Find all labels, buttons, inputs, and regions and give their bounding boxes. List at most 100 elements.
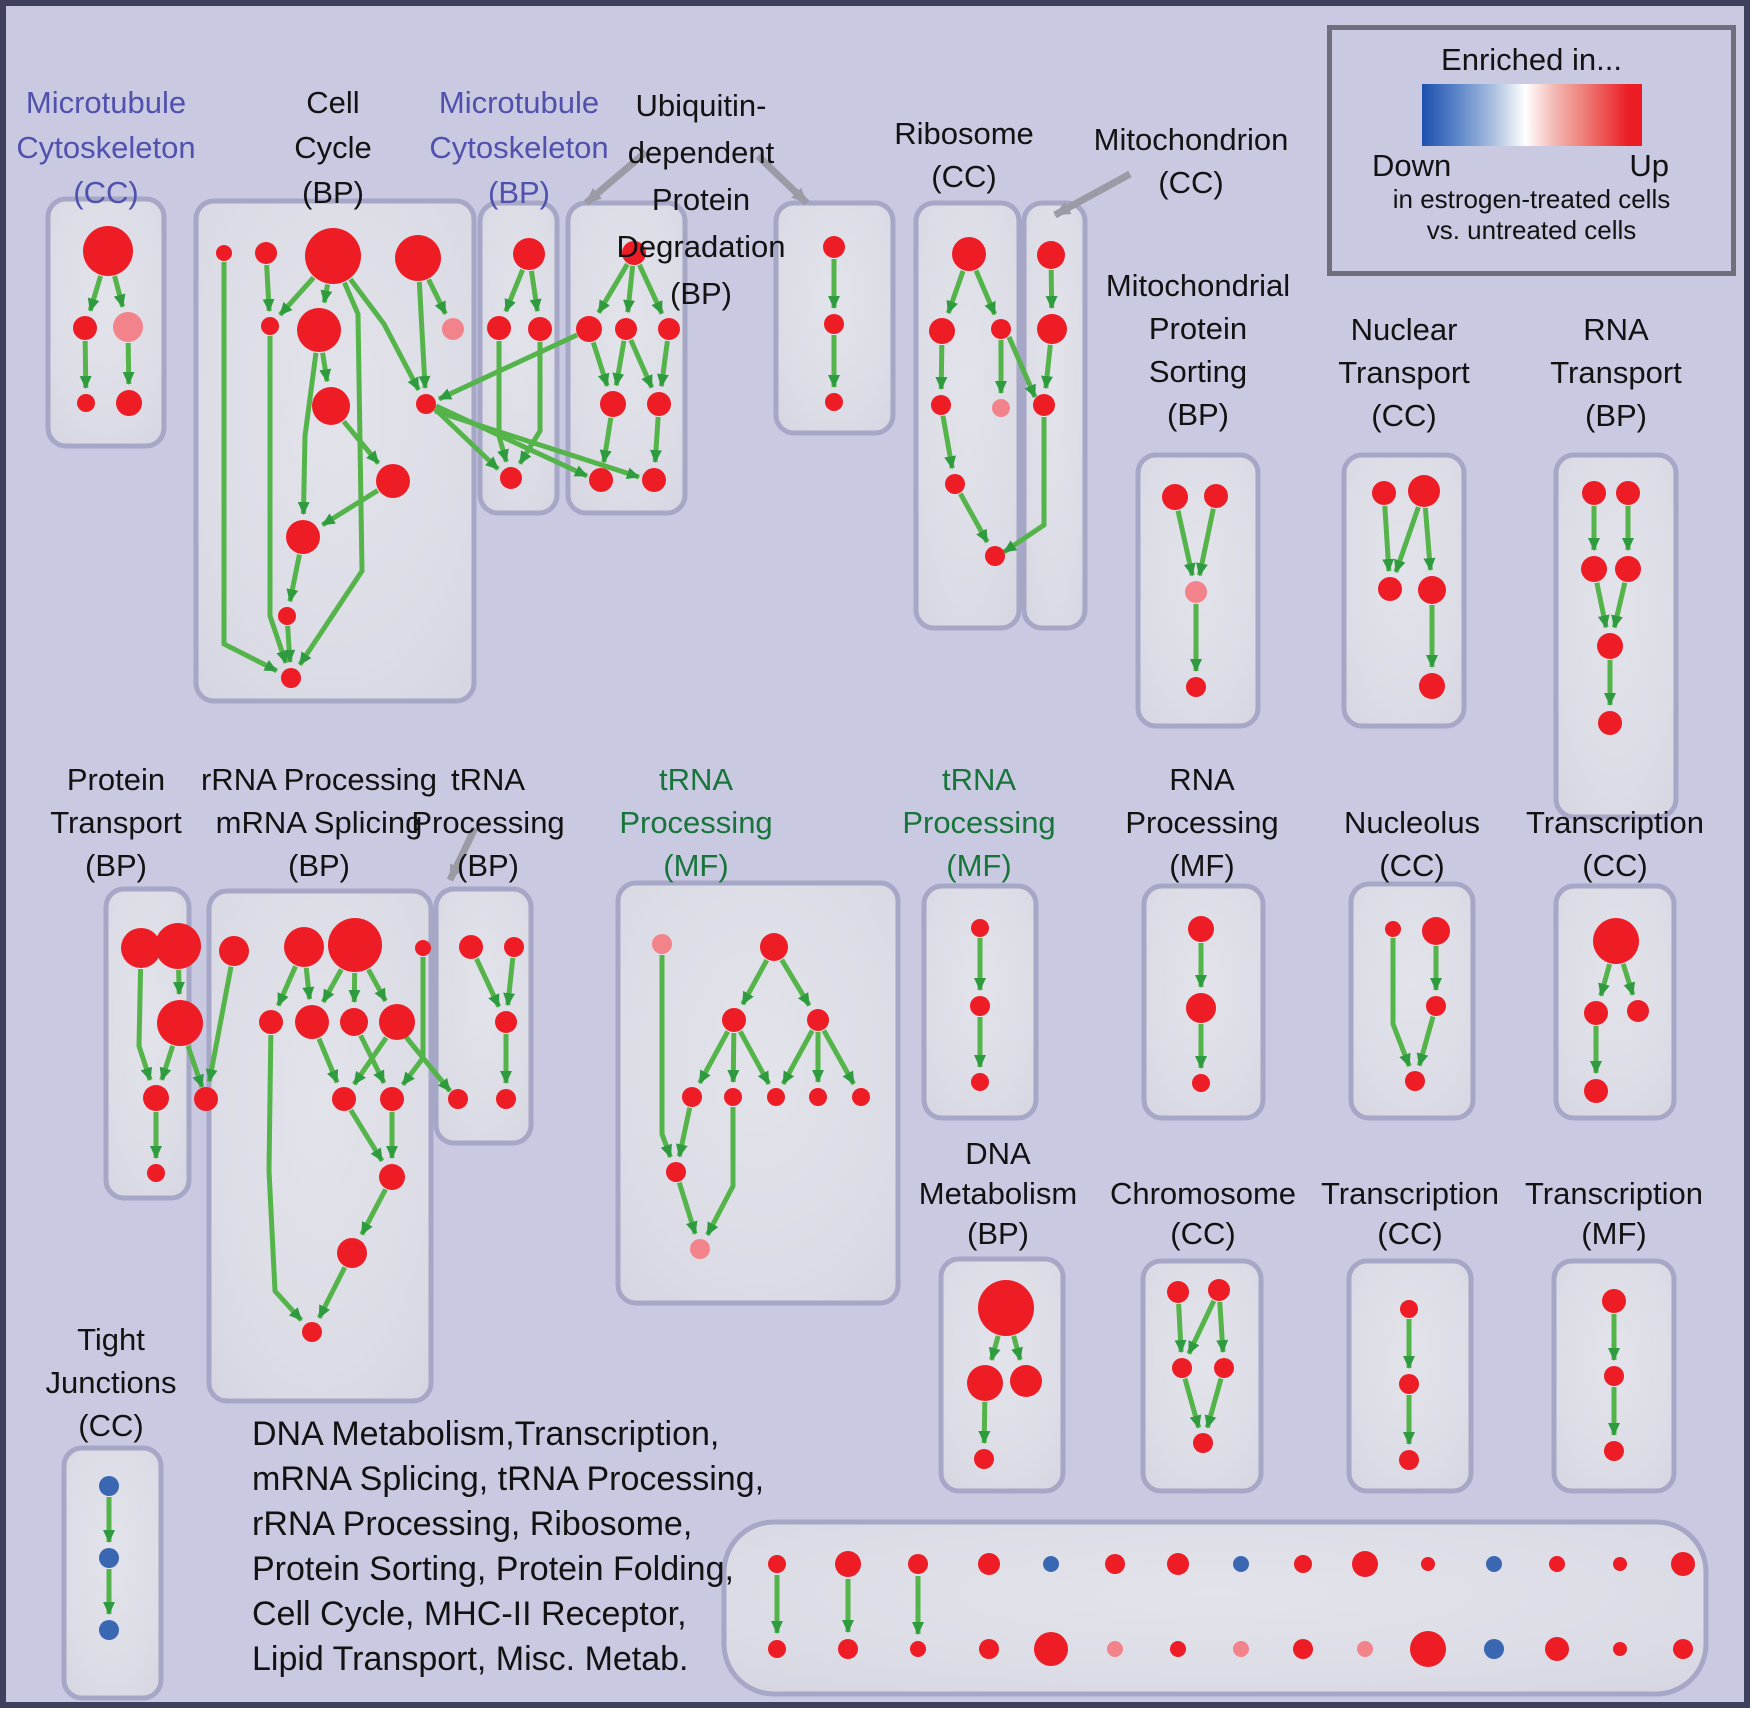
transcription-cc-mid-label-line-1: (CC) (1582, 848, 1648, 883)
ubiquitin-degradation-box1-node-7 (642, 468, 666, 492)
cross-edge-2 (434, 408, 640, 480)
trna-processing-mf-large-edge-3 (727, 1032, 740, 1084)
chromosome-cc-edge-3 (1182, 1377, 1202, 1429)
cross-edge-3 (437, 332, 579, 402)
chromosome-cc-edge-4 (1204, 1377, 1224, 1429)
microtubule-cytoskeleton-bp-node-2 (528, 317, 552, 341)
ubiquitin-degradation-box1-edge-2 (637, 263, 665, 315)
trna-processing-mf-large-node-2 (722, 1008, 746, 1032)
microtubule-cytoskeleton-bp-label-line-0: Microtubule (438, 85, 600, 120)
trna-processing-mf-small-node-1 (970, 996, 990, 1016)
bottom-panel-top-node-7 (1233, 1556, 1249, 1572)
chromosome-cc-label-line-0: Chromosome (1109, 1176, 1297, 1211)
bottom-panel-bottom-node-11 (1484, 1639, 1504, 1659)
cross-edge-0 (433, 407, 500, 471)
nucleolus-cc-node-1 (1422, 917, 1450, 945)
dna-metabolism-bp-node-0 (978, 1280, 1034, 1336)
mitochondrion-cc-node-1 (1037, 314, 1067, 344)
rrna-processing-mrna-splicing-bp-node-0 (219, 936, 249, 966)
trna-processing-mf-large-node-4 (682, 1087, 702, 1107)
microtubule-cytoskeleton-cc-label-line-0: Microtubule (25, 85, 187, 120)
rrna-processing-mrna-splicing-bp-edge-6 (316, 1037, 340, 1084)
microtubule-cytoskeleton-cc-edge-1 (112, 275, 126, 308)
trna-processing-mf-large-label: tRNA Processing (MF) (619, 758, 772, 887)
mitochondrion-cc-edge-1 (1041, 344, 1054, 390)
ribosome-cc-node-2 (991, 319, 1011, 339)
ubiquitin-degradation-box2-node-0 (823, 236, 845, 258)
trna-processing-mf-large-edge-4 (738, 1030, 772, 1086)
ubiquitin-degradation-box1-node-3 (658, 318, 680, 340)
trna-processing-mf-large-edge-10 (705, 1107, 736, 1236)
cell-cycle-bp-node-5 (297, 308, 341, 352)
mitochondrial-protein-sorting-bp-node-1 (1204, 484, 1228, 508)
rrna-processing-mrna-splicing-bp-edge-10 (348, 1108, 385, 1163)
protein-transport-bp-node-0 (121, 928, 161, 968)
rrna-processing-mrna-splicing-bp-node-8 (194, 1087, 218, 1111)
trna-processing-mf-large-edge-9 (675, 1107, 693, 1158)
trna-processing-bp-node-0 (459, 935, 483, 959)
trna-processing-mf-large-label-line-2: (MF) (663, 848, 729, 883)
trna-processing-mf-large-node-0 (652, 934, 672, 954)
rrna-processing-mrna-splicing-bp-label-line-0: rRNA Processing (200, 762, 438, 797)
cross-edge-7 (404, 1035, 452, 1093)
cross-edge-4 (1006, 336, 1038, 398)
cell-cycle-bp-edge-11 (283, 625, 296, 664)
protein-transport-bp-edge-0 (136, 968, 153, 1081)
cell-cycle-bp-edge-9 (321, 488, 380, 527)
trna-processing-mf-large-node-9 (666, 1162, 686, 1182)
tight-junctions-cc-node-1 (99, 1548, 119, 1568)
mitochondrial-protein-sorting-bp-edge-1 (1196, 508, 1216, 577)
nucleolus-cc-edge-2 (1390, 938, 1412, 1068)
microtubule-cytoskeleton-bp-node-1 (487, 316, 511, 340)
bottom-panel-box (721, 1519, 1709, 1697)
protein-transport-bp-node-1 (155, 923, 201, 969)
rna-processing-mf-label-line-1: Processing (1125, 805, 1279, 840)
chromosome-cc-edge-0 (1174, 1303, 1187, 1354)
nucleolus-cc-label-line-0: Nucleolus (1343, 805, 1481, 840)
bottom-panel-bottom-node-14 (1673, 1639, 1693, 1659)
cell-cycle-bp-label: Cell Cycle (BP) (294, 80, 372, 215)
nuclear-transport-cc-node-3 (1418, 576, 1446, 604)
mitochondrial-protein-sorting-bp-node-2 (1185, 581, 1207, 603)
label-pointer-arrow-1 (755, 153, 810, 206)
trna-processing-bp-node-2 (495, 1011, 517, 1033)
chromosome-cc-edge-2 (1216, 1301, 1229, 1354)
rrna-processing-mrna-splicing-bp-edge-8 (358, 1034, 387, 1084)
rna-transport-bp-node-2 (1581, 556, 1607, 582)
bottom-panel-bottom-node-13 (1613, 1642, 1627, 1656)
mitochondrion-cc-edge-0 (1045, 269, 1058, 310)
rrna-processing-mrna-splicing-bp-node-12 (337, 1238, 367, 1268)
ubiquitin-degradation-box1-edge-4 (612, 340, 627, 387)
rrna-processing-mrna-splicing-bp-node-11 (379, 1164, 405, 1190)
cell-cycle-bp-node-0 (216, 245, 232, 261)
nuclear-transport-cc-label-line-2: (CC) (1371, 398, 1437, 433)
microtubule-cytoskeleton-cc-label-line-1: Cytoskeleton (16, 130, 196, 165)
bottom-panel-top-node-9 (1352, 1551, 1378, 1577)
bottom-panel-bottom-node-1 (838, 1639, 858, 1659)
bottom-panel-bottom-node-10 (1410, 1631, 1446, 1667)
transcription-mf-label-line-1: (MF) (1581, 1216, 1647, 1251)
transcription-cc-bottom-label-line-0: Transcription (1320, 1176, 1500, 1211)
trna-processing-bp-edge-0 (474, 957, 502, 1008)
transcription-mf-node-1 (1604, 1366, 1624, 1386)
ribosome-cc-edge-4 (940, 415, 957, 470)
label-pointer-arrow-0 (583, 149, 649, 206)
trna-processing-mf-large-node-5 (724, 1088, 742, 1106)
rna-transport-bp-node-0 (1582, 481, 1606, 505)
cell-cycle-bp-edge-6 (319, 352, 332, 383)
summary-line-4: Cell Cycle, MHC-II Receptor, (252, 1595, 687, 1633)
ubiquitin-degradation-box1-label-line-2: Protein (651, 182, 751, 217)
legend-down-label: Down (1372, 148, 1452, 183)
trna-processing-mf-large-label-line-0: tRNA (658, 762, 734, 797)
rrna-processing-mrna-splicing-bp-node-5 (295, 1005, 329, 1039)
mitochondrion-cc-node-0 (1037, 241, 1065, 269)
summary-line-3: Protein Sorting, Protein Folding, (252, 1550, 734, 1588)
ribosome-cc-node-5 (945, 474, 965, 494)
microtubule-cytoskeleton-bp-edge-1 (528, 270, 542, 313)
ubiquitin-degradation-box1-label-line-1: dependent (627, 135, 775, 170)
chromosome-cc-node-2 (1172, 1358, 1192, 1378)
tight-junctions-cc-label-line-0: Tight (77, 1322, 145, 1357)
nuclear-transport-cc-edge-1 (1393, 506, 1421, 573)
cell-cycle-bp-edge-12 (267, 336, 289, 664)
cell-cycle-bp-edge-14 (297, 281, 365, 667)
